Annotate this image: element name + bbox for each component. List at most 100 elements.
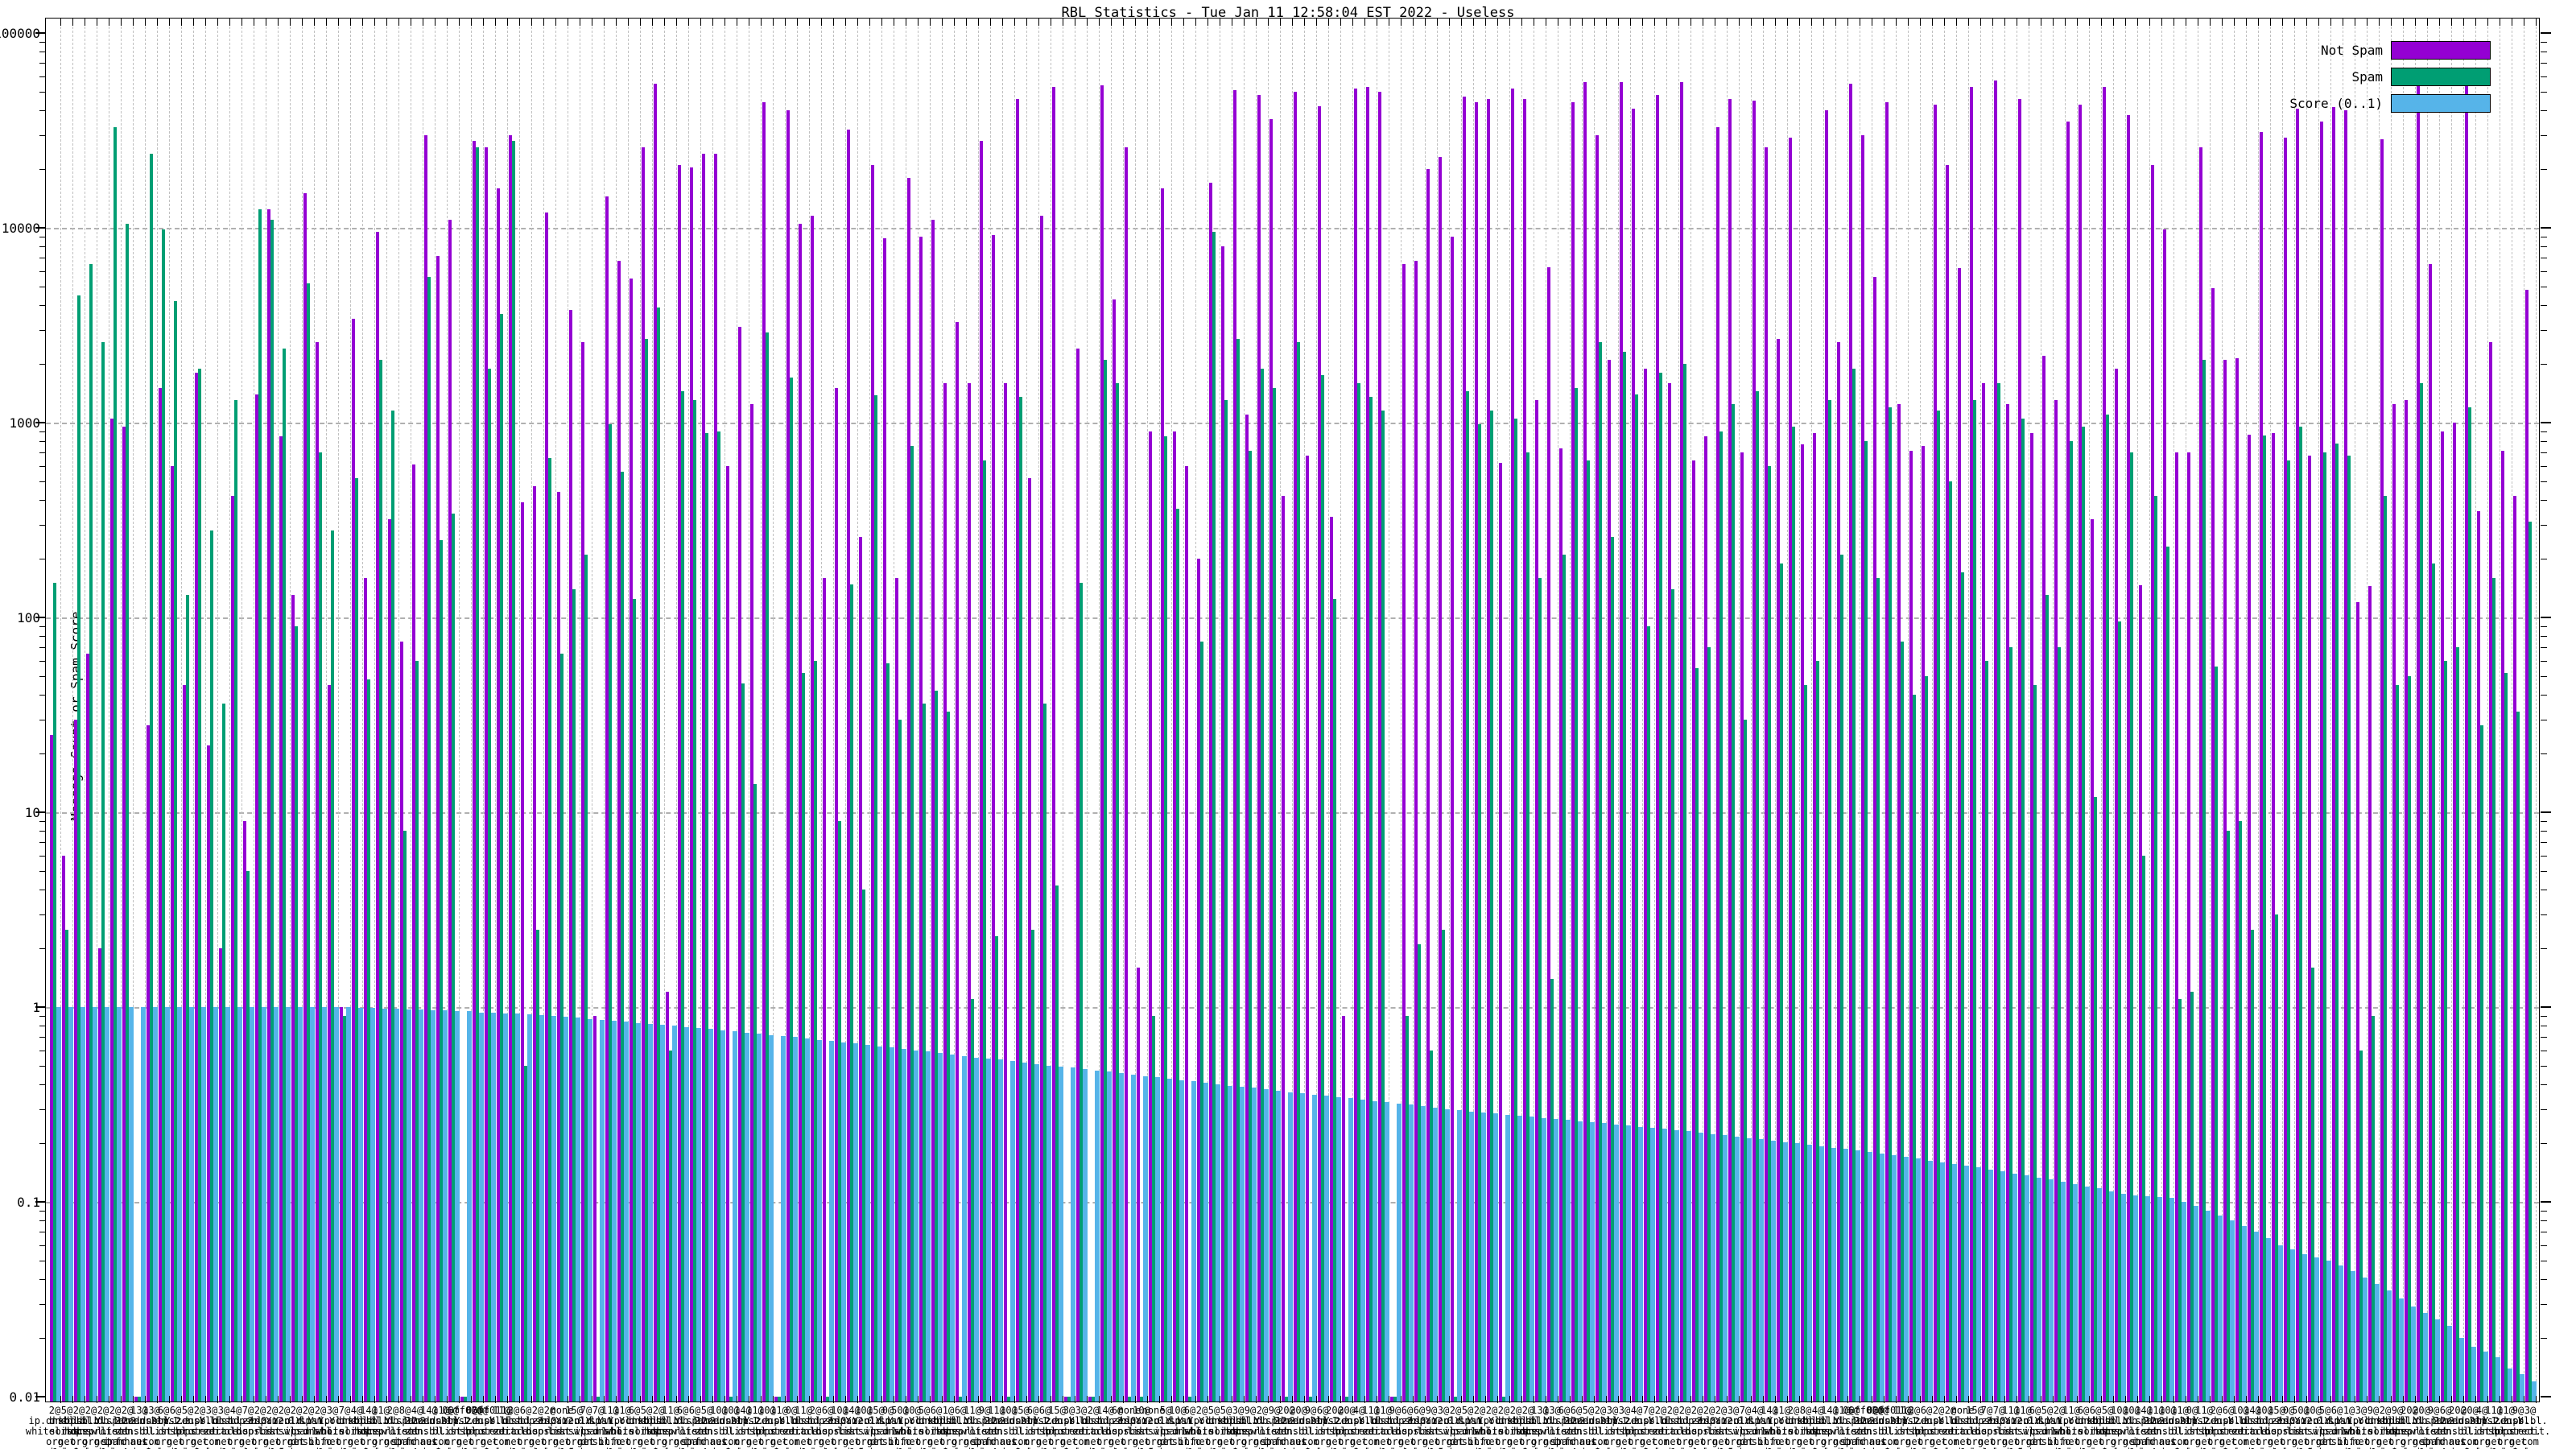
x-tick-label: 3@list.zerace.netorigin xyxy=(203,1405,245,1449)
bar-notspam xyxy=(1643,368,1647,1402)
bar-spam xyxy=(452,514,456,1402)
top-tick xyxy=(1884,19,1885,26)
bottom-tick xyxy=(990,1396,991,1403)
x-gridline xyxy=(857,19,858,1402)
top-tick xyxy=(966,19,967,26)
bar-score xyxy=(1614,1124,1619,1402)
x-tick-label: 7@hdpsbl.lbops.netorigin xyxy=(227,1405,269,1449)
bar-spam xyxy=(2263,435,2267,1402)
top-tick xyxy=(640,19,641,26)
top-tick xyxy=(990,19,991,26)
bar-notspam xyxy=(1112,299,1116,1402)
x-gridline xyxy=(2065,19,2066,1402)
bar-spam xyxy=(403,831,407,1402)
bottom-tick xyxy=(1111,1396,1112,1403)
bar-spam xyxy=(355,477,359,1402)
x-gridline xyxy=(700,19,701,1402)
bottom-tick xyxy=(507,1396,508,1403)
top-tick xyxy=(833,19,834,26)
bar-score xyxy=(1928,1160,1933,1402)
top-tick xyxy=(2246,19,2247,26)
bar-spam xyxy=(2227,831,2231,1402)
x-gridline xyxy=(1473,19,1474,1402)
bottom-tick xyxy=(314,1396,315,1403)
top-tick xyxy=(1521,19,1522,26)
top-tick xyxy=(1666,19,1667,26)
bar-notspam xyxy=(2198,147,2202,1402)
bar-score xyxy=(1554,1118,1558,1402)
top-tick xyxy=(1280,19,1281,26)
bar-score xyxy=(2399,1298,2404,1402)
bar-notspam xyxy=(1317,106,1321,1402)
bar-spam xyxy=(717,431,721,1402)
bar-spam xyxy=(826,1397,830,1402)
top-tick xyxy=(1823,19,1824,26)
bar-spam xyxy=(1973,400,1977,1402)
minor-tick xyxy=(39,500,46,502)
minor-tick xyxy=(39,821,46,823)
bar-score xyxy=(1252,1088,1257,1402)
x-tick-label: 2@ld.2.zen.spamhaus.orgorigin xyxy=(101,1405,154,1449)
bottom-tick xyxy=(1364,1396,1365,1403)
top-tick xyxy=(2475,19,2476,26)
bar-spam xyxy=(1575,388,1579,1402)
bottom-tick xyxy=(881,1396,882,1403)
top-tick xyxy=(1425,19,1426,26)
bar-notspam xyxy=(1703,436,1707,1402)
bar-notspam xyxy=(2102,86,2106,1402)
minor-tick xyxy=(39,948,46,950)
bar-spam xyxy=(2166,547,2170,1402)
bar-notspam xyxy=(1945,165,1949,1402)
bar-spam xyxy=(1249,450,1253,1402)
top-tick xyxy=(2463,19,2464,26)
legend: Not Spam Spam Score (0..1) xyxy=(2289,40,2491,121)
top-tick xyxy=(1002,19,1003,26)
x-gridline xyxy=(326,19,327,1402)
bar-notspam xyxy=(786,110,790,1402)
top-tick xyxy=(2536,19,2537,26)
bottom-tick xyxy=(1099,1396,1100,1403)
bottom-tick xyxy=(1920,1396,1921,1403)
bar-score xyxy=(986,1058,991,1402)
bottom-tick xyxy=(1014,1396,1015,1403)
bar-notspam xyxy=(508,134,512,1402)
x-gridline xyxy=(302,19,303,1402)
x-tick-label: 20@ld.2.zen.spamhaus.orgorigin xyxy=(1260,1405,1313,1449)
bar-score xyxy=(2532,1381,2537,1402)
x-tick-label: 6@dusbl.protect.netorigin xyxy=(2205,1405,2252,1449)
bar-score xyxy=(902,1048,906,1402)
bar-score xyxy=(1191,1081,1196,1402)
bar-notspam xyxy=(870,165,874,1402)
bar-spam xyxy=(1092,1397,1096,1402)
x-gridline xyxy=(1763,19,1764,1402)
bar-notspam xyxy=(544,212,548,1402)
bottom-tick xyxy=(2089,1396,2090,1403)
bar-spam xyxy=(1224,400,1228,1402)
minor-tick xyxy=(39,91,46,93)
x-gridline xyxy=(2113,19,2114,1402)
bar-notspam xyxy=(2005,403,2009,1402)
bar-score xyxy=(1083,1069,1088,1402)
bar-score xyxy=(708,1029,713,1402)
x-tick-label: 2@spam2.list.netorigin xyxy=(1703,1405,1739,1449)
y-tick-label: 1 xyxy=(32,1000,40,1015)
bar-score xyxy=(2182,1202,2186,1402)
top-tick xyxy=(1449,19,1450,26)
x-tick-label: 11@en.1.z.dnsbl.netorigin xyxy=(2473,1405,2515,1449)
x-tick-label: 4@0.spam.pam1.dnsbl.orgorigin xyxy=(1736,1405,1778,1449)
bar-score xyxy=(1046,1065,1051,1402)
bottom-tick xyxy=(1038,1396,1039,1403)
x-tick-label: 5@ld.2.zen.spamhaus.orgorigin xyxy=(680,1405,733,1449)
x-gridline xyxy=(1847,19,1848,1402)
bar-notspam xyxy=(2259,132,2263,1402)
top-tick xyxy=(1727,19,1728,26)
